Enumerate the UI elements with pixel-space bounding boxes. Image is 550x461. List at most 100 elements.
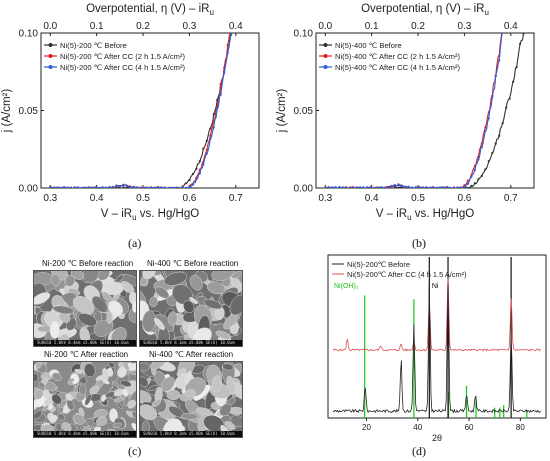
data-point (338, 185, 341, 188)
xrd-pattern-before (332, 283, 541, 414)
data-point (411, 186, 414, 188)
data-point (226, 51, 229, 55)
data-point (157, 186, 160, 188)
data-point (97, 186, 101, 188)
caption-c: (c) (128, 444, 142, 458)
data-point (184, 186, 188, 188)
data-point (393, 184, 396, 187)
sem-image-3: SU8010 5.0kV 8.4mm x5.00k SE(U) 10.0um (33, 361, 137, 438)
data-point (494, 74, 497, 78)
top-tick-label: 0.3 (182, 21, 196, 32)
data-point (463, 184, 466, 187)
data-point (59, 186, 62, 188)
data-point (505, 106, 508, 109)
data-point (449, 186, 452, 188)
data-point (146, 186, 149, 188)
y-axis-label: j (A/cm²) (1, 89, 13, 134)
x-axis-label: V – iRu vs. Hg/HgO (101, 208, 199, 222)
data-point (90, 186, 94, 188)
data-point (129, 186, 132, 188)
data-point (438, 186, 442, 188)
legend-label: Ni(5)-200 ℃ After CC (4 h 1.5 A/cm²) (60, 63, 185, 72)
data-point (49, 186, 52, 188)
data-point (407, 185, 410, 188)
data-point (425, 186, 428, 188)
data-point (202, 163, 205, 166)
x-axis-label: V – iRu vs. Hg/HgO (376, 208, 474, 222)
data-point (484, 129, 487, 133)
data-point (94, 186, 97, 188)
data-point (212, 126, 215, 129)
data-point (480, 146, 483, 149)
sem-image-4: SU8010 5.0kV 8.2mm x5.00k SE(U) 10.0um (139, 361, 243, 438)
x-tick-label: 0.5 (411, 193, 425, 204)
data-point (87, 186, 90, 188)
top-tick-label: 0.4 (504, 21, 518, 32)
data-point (358, 186, 362, 188)
y-tick-label: 0.10 (19, 29, 39, 40)
top-tick-label: 0.0 (43, 21, 57, 32)
sem-texture (34, 362, 136, 437)
data-point (212, 112, 215, 116)
sem-texture (34, 271, 136, 346)
y-axis-label: j (A/cm²) (276, 89, 288, 134)
x-tick-label: 0.6 (182, 193, 196, 204)
data-point (223, 71, 226, 75)
series-line (50, 33, 231, 188)
x-tick-label: 60 (465, 423, 474, 432)
data-point (139, 186, 142, 188)
data-point (181, 186, 184, 188)
sem-panel-c: Ni-200 ℃ Before reaction Ni-400 ℃ Before… (32, 257, 245, 439)
data-point (452, 186, 456, 188)
data-point (435, 186, 438, 188)
data-point (136, 186, 139, 188)
sem-texture (140, 271, 242, 346)
data-point (195, 167, 198, 170)
data-point (484, 126, 487, 129)
data-point (473, 182, 476, 185)
top-tick-label: 0.2 (136, 21, 150, 32)
x-tick-label: 0.3 (318, 193, 332, 204)
legend-marker (323, 43, 328, 47)
sem-texture (140, 362, 242, 437)
data-point (445, 186, 449, 188)
xrd-pattern-after (332, 277, 541, 352)
sem-label-3: Ni-200 ℃ After reaction (44, 350, 129, 359)
data-point (77, 186, 80, 188)
x-tick-label: 40 (413, 423, 422, 432)
sem-label-4: Ni-400 ℃ After reaction (149, 350, 234, 359)
data-point (125, 186, 128, 188)
data-point (512, 80, 515, 83)
x-tick-label: 0.4 (365, 193, 379, 204)
data-point (331, 186, 334, 188)
data-point (466, 182, 470, 185)
data-point (122, 184, 125, 187)
data-point (52, 186, 55, 188)
data-point (369, 186, 372, 188)
series-line (325, 33, 503, 188)
legend-marker (48, 43, 53, 47)
data-point (473, 168, 476, 172)
data-point (352, 186, 355, 188)
data-point (115, 184, 118, 187)
top-tick-label: 0.1 (365, 21, 379, 32)
data-point (191, 172, 195, 176)
data-point (66, 186, 69, 188)
y-tick-label: 0.05 (294, 106, 314, 117)
data-point (83, 186, 87, 188)
data-point (477, 178, 480, 181)
data-point (432, 186, 435, 188)
legend-marker (323, 65, 328, 69)
data-point (348, 186, 351, 188)
data-point (459, 186, 463, 188)
data-point (153, 186, 156, 188)
data-point (494, 142, 497, 145)
data-point (428, 186, 431, 188)
chart-panel-a: 0.3 0.4 0.5 0.6 0.7 0.0 0.1 0.2 0.3 0.4 0.00 0.05 0.… (1, 3, 260, 222)
series-line (325, 33, 525, 188)
data-point (209, 137, 212, 141)
top-tick-label: 0.4 (229, 21, 243, 32)
data-point (132, 185, 135, 188)
data-point (209, 134, 212, 137)
legend-label: Ni(5)-200 ℃ After CC (2 h 1.5 A/cm²) (60, 52, 185, 61)
